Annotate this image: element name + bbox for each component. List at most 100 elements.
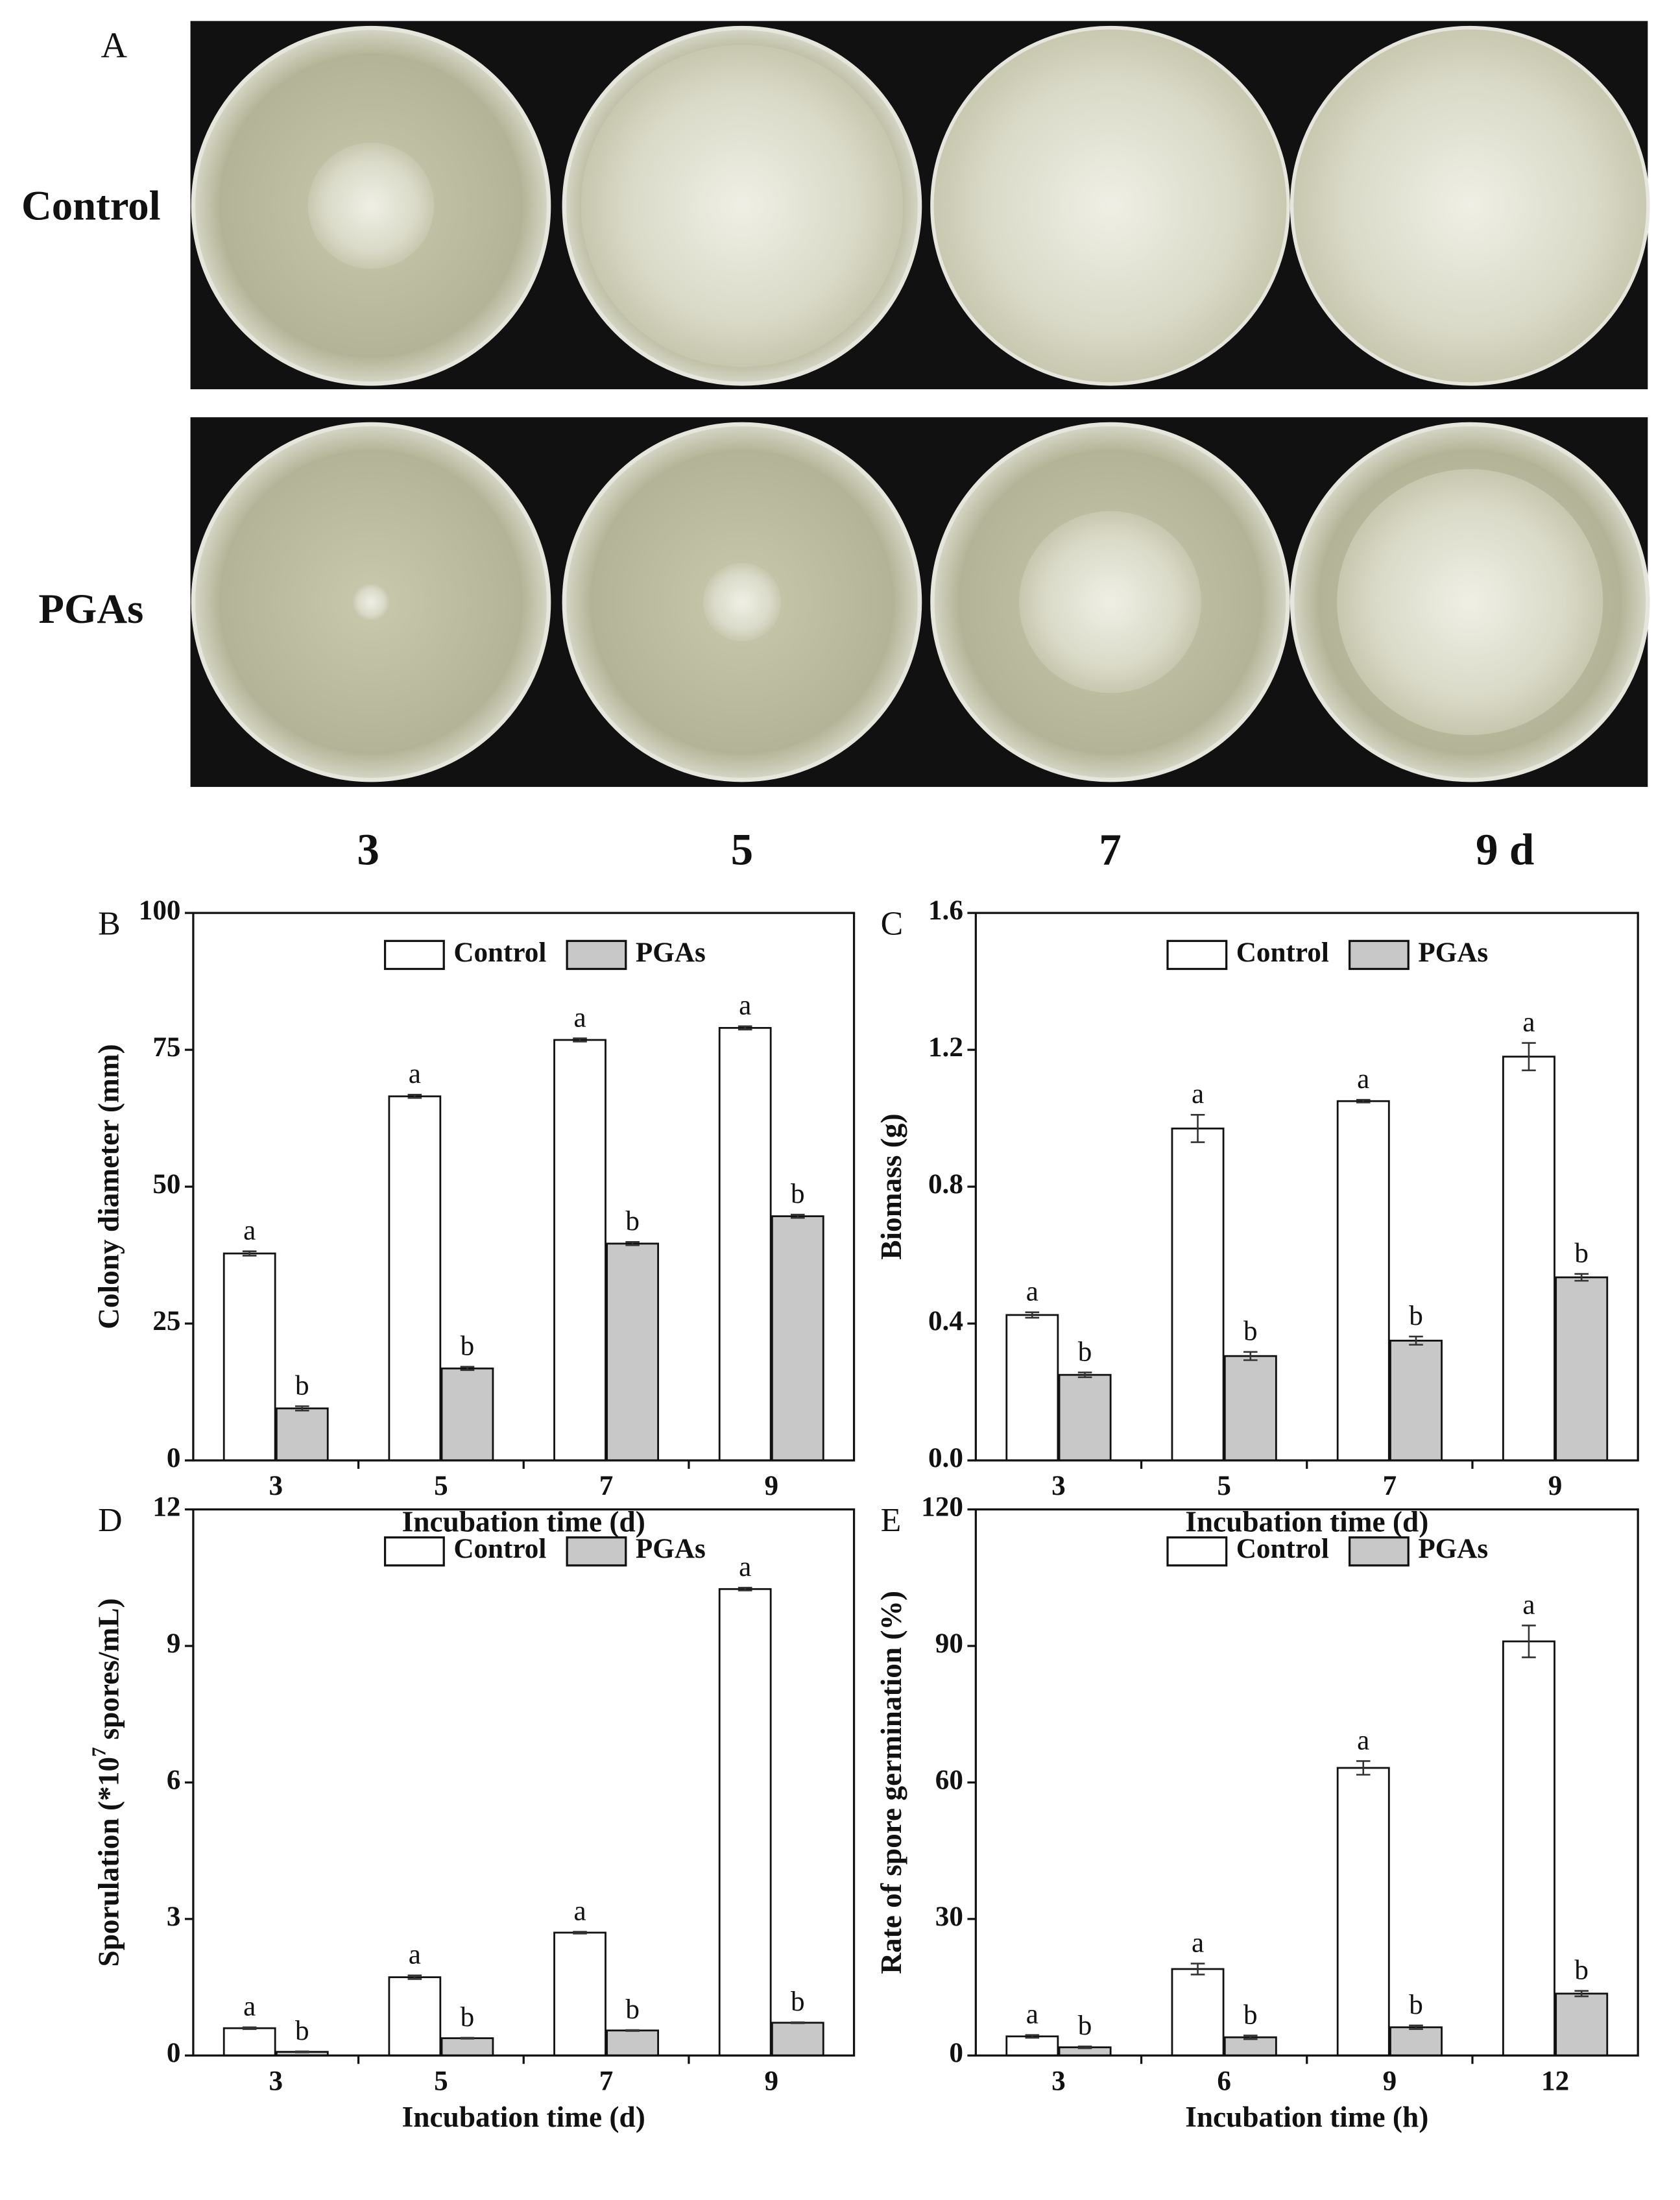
y-axis-label: Sporulation (*107 spores/mL) bbox=[88, 1598, 125, 1966]
legend-swatch bbox=[383, 939, 445, 971]
significance-letter: b bbox=[1078, 2011, 1092, 2041]
x-tick-label: 7 bbox=[599, 2066, 614, 2096]
significance-letter: b bbox=[1574, 1238, 1589, 1268]
y-tick-label: 0.0 bbox=[928, 1443, 963, 1473]
legend-swatch bbox=[1166, 1536, 1228, 1567]
significance-letter: a bbox=[409, 1059, 421, 1089]
bar bbox=[222, 2027, 276, 2057]
significance-letter: b bbox=[1409, 1990, 1423, 2020]
x-tick-label: 3 bbox=[1051, 1471, 1066, 1501]
error-bar bbox=[1356, 1098, 1371, 1104]
y-tick-label: 0.4 bbox=[928, 1306, 963, 1336]
y-axis-label-part: spores/mL) bbox=[93, 1598, 125, 1747]
error-bar bbox=[1522, 1625, 1536, 1658]
significance-letter: a bbox=[409, 1940, 421, 1970]
bar bbox=[440, 1367, 494, 1462]
bar bbox=[1223, 1355, 1277, 1462]
legend-label: PGAs bbox=[636, 937, 706, 968]
bar bbox=[771, 1215, 824, 1462]
plot-frame bbox=[974, 912, 1639, 1462]
significance-letter: a bbox=[1192, 1079, 1204, 1109]
bar bbox=[1389, 2026, 1443, 2057]
legend-label: Control bbox=[453, 937, 546, 968]
row-label: Control bbox=[21, 183, 161, 230]
error-bar bbox=[1243, 1351, 1258, 1361]
error-bar bbox=[460, 1366, 475, 1372]
colony bbox=[702, 562, 782, 642]
bar bbox=[771, 2022, 824, 2057]
legend-label: PGAs bbox=[636, 1534, 706, 1564]
column-label: 5 bbox=[731, 824, 754, 874]
significance-letter: b bbox=[1243, 2000, 1258, 2030]
significance-letter: b bbox=[461, 2002, 475, 2033]
y-tick-label: 25 bbox=[152, 1306, 180, 1336]
y-axis-label-part: 7 bbox=[88, 1747, 110, 1757]
colony bbox=[352, 583, 390, 621]
significance-letter: a bbox=[1026, 2000, 1038, 2030]
bar bbox=[1555, 1276, 1609, 1462]
significance-letter: b bbox=[1409, 1301, 1423, 1331]
panel-label: B bbox=[98, 906, 121, 943]
y-tick-label: 60 bbox=[935, 1765, 963, 1795]
row-label: PGAs bbox=[38, 586, 143, 633]
x-tick-label: 9 bbox=[1548, 1471, 1563, 1501]
y-tick-label: 6 bbox=[167, 1765, 181, 1795]
bar bbox=[1223, 2036, 1277, 2057]
significance-letter: a bbox=[1357, 1064, 1369, 1094]
significance-letter: b bbox=[295, 1370, 309, 1401]
error-bar bbox=[1077, 2045, 1092, 2049]
significance-letter: a bbox=[1357, 1725, 1369, 1756]
plot-frame bbox=[192, 912, 856, 1462]
bar bbox=[718, 1026, 772, 1462]
y-tick-label: 0 bbox=[949, 2038, 963, 2068]
significance-letter: b bbox=[625, 1206, 640, 1237]
panel-label: E bbox=[881, 1502, 902, 1539]
legend-label: PGAs bbox=[1418, 937, 1488, 968]
x-tick-label: 9 bbox=[764, 1471, 778, 1501]
colony bbox=[1293, 29, 1647, 383]
column-label: 7 bbox=[1099, 824, 1122, 874]
y-tick-label: 9 bbox=[167, 1628, 181, 1659]
error-bar bbox=[791, 2021, 805, 2024]
y-tick-label: 30 bbox=[935, 1902, 963, 1932]
y-tick-label: 100 bbox=[139, 895, 181, 926]
error-bar bbox=[738, 1586, 752, 1591]
legend-swatch bbox=[1348, 1536, 1410, 1567]
x-axis-label: Incubation time (d) bbox=[1185, 1506, 1428, 1538]
x-axis-label: Incubation time (h) bbox=[1185, 2101, 1428, 2133]
error-bar bbox=[1574, 1990, 1589, 1998]
bar bbox=[553, 1039, 606, 1462]
error-bar bbox=[407, 1974, 422, 1980]
y-tick-label: 90 bbox=[935, 1628, 963, 1659]
column-label: 9 d bbox=[1476, 824, 1534, 874]
significance-letter: b bbox=[791, 1179, 805, 1209]
x-tick-label: 7 bbox=[599, 1471, 614, 1501]
legend-label: PGAs bbox=[1418, 1534, 1488, 1564]
x-tick-label: 3 bbox=[269, 1471, 283, 1501]
significance-letter: b bbox=[461, 1331, 475, 1362]
error-bar bbox=[407, 1094, 422, 1099]
significance-letter: a bbox=[1522, 1007, 1535, 1037]
y-tick-label: 3 bbox=[167, 1902, 181, 1932]
panel-label: A bbox=[101, 25, 127, 66]
bar bbox=[606, 2029, 660, 2057]
bar bbox=[1336, 1767, 1390, 2057]
error-bar bbox=[625, 2029, 640, 2032]
x-axis-label: Incubation time (d) bbox=[402, 1506, 645, 1538]
significance-letter: b bbox=[1078, 1336, 1092, 1367]
y-tick-label: 0.8 bbox=[928, 1169, 963, 1200]
bar bbox=[222, 1252, 276, 1462]
x-tick-label: 3 bbox=[269, 2066, 283, 2096]
panel-label: C bbox=[881, 906, 904, 943]
y-axis-label-part: Biomass (g) bbox=[876, 1113, 908, 1259]
bar bbox=[440, 2037, 494, 2057]
error-bar bbox=[1190, 1114, 1205, 1143]
colony bbox=[581, 45, 904, 367]
error-bar bbox=[738, 1025, 752, 1031]
error-bar bbox=[242, 1250, 257, 1257]
y-tick-label: 120 bbox=[921, 1492, 963, 1522]
error-bar bbox=[1077, 1372, 1092, 1379]
significance-letter: a bbox=[573, 1896, 586, 1926]
error-bar bbox=[1409, 2024, 1423, 2030]
significance-letter: a bbox=[573, 1002, 586, 1033]
